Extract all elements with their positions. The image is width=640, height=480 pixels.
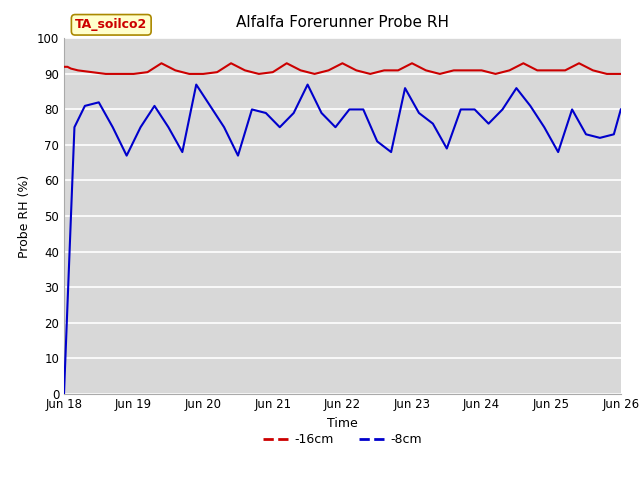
Title: Alfalfa Forerunner Probe RH: Alfalfa Forerunner Probe RH — [236, 15, 449, 30]
X-axis label: Time: Time — [327, 417, 358, 430]
Legend: -16cm, -8cm: -16cm, -8cm — [258, 428, 427, 451]
Y-axis label: Probe RH (%): Probe RH (%) — [19, 174, 31, 258]
Text: TA_soilco2: TA_soilco2 — [75, 18, 147, 31]
